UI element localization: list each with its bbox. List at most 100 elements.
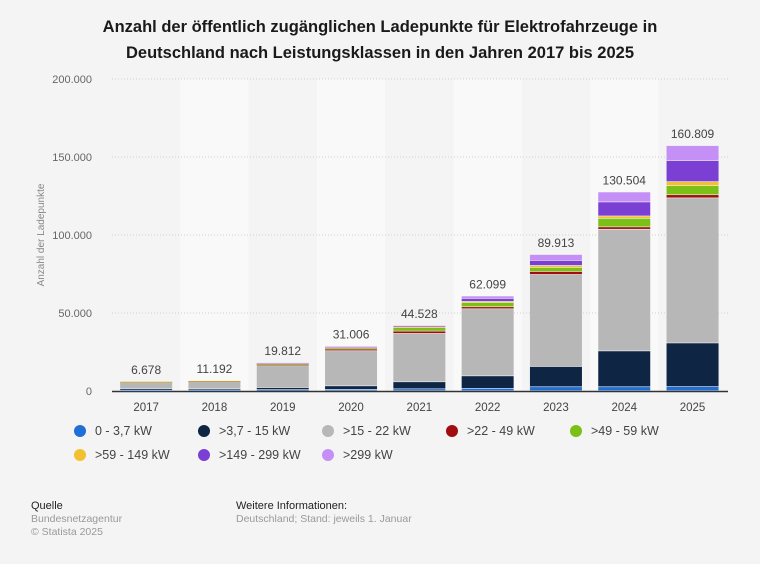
bar-segment	[325, 347, 378, 349]
total-label: 19.812	[264, 344, 301, 358]
bar-segment	[598, 218, 651, 227]
bar-segment	[529, 260, 582, 266]
bar-segment	[325, 389, 378, 391]
bar-segment	[666, 343, 719, 387]
bar-segment	[461, 296, 514, 299]
bar-segment	[393, 325, 446, 327]
bar-segment	[325, 351, 378, 386]
bar-segment	[325, 346, 378, 348]
bar-segment	[598, 202, 651, 216]
legend-item[interactable]: >15 - 22 kW	[322, 424, 411, 438]
bar-segment	[393, 382, 446, 389]
bar-segment	[393, 327, 446, 328]
y-tick-label: 0	[86, 386, 92, 398]
bar-segment	[256, 387, 309, 390]
x-tick-label: 2025	[680, 402, 706, 414]
bar-segment	[120, 381, 173, 383]
source-heading: Quelle	[31, 500, 63, 512]
legend-dot-icon	[446, 425, 458, 437]
total-label: 62.099	[469, 277, 506, 291]
bar-segment	[188, 380, 241, 382]
bar-segment	[393, 326, 446, 327]
legend-dot-icon	[570, 425, 582, 437]
x-tick-label: 2019	[270, 402, 296, 414]
bar-segment	[325, 386, 378, 389]
legend-dot-icon	[198, 449, 210, 461]
labels: 0 50.000 100.000 150.000 200.000 Anzahl der L…	[36, 74, 715, 414]
total-label: 31.006	[333, 328, 370, 342]
legend-item[interactable]: >299 kW	[322, 448, 393, 462]
legend-item[interactable]: >59 - 149 kW	[74, 448, 170, 462]
chart-title-line-1: Anzahl der öffentlich zugänglichen Ladep…	[102, 18, 658, 36]
x-tick-label: 2022	[475, 402, 501, 414]
x-tick-label: 2020	[338, 402, 364, 414]
bar-segment	[666, 386, 719, 391]
legend-label: >149 - 299 kW	[219, 448, 301, 462]
x-tick-label: 2017	[133, 402, 159, 414]
bar-segment	[461, 301, 514, 303]
bar-segment	[598, 229, 651, 351]
bar-segment	[120, 389, 173, 390]
source-block: Quelle Bundesnetzagentur © Statista 2025	[31, 500, 122, 539]
bar-segment	[325, 349, 378, 351]
stacked-bar-chart: 0 50.000 100.000 150.000 200.000 Anzahl der L…	[36, 74, 728, 414]
bar-segment	[188, 381, 241, 389]
source-name[interactable]: Bundesnetzagentur	[31, 513, 123, 525]
bar-segment	[256, 389, 309, 391]
bar-segment	[529, 271, 582, 275]
chart-title-line-2: Deutschland nach Leistungsklassen in den…	[125, 44, 635, 62]
legend-item[interactable]: >22 - 49 kW	[446, 424, 535, 438]
chart-title: Anzahl der öffentlich zugänglichen Ladep…	[0, 14, 760, 66]
bar-segment	[666, 195, 719, 198]
x-tick-label: 2021	[407, 402, 433, 414]
bar-segment	[529, 387, 582, 391]
legend-label: 0 - 3,7 kW	[95, 424, 152, 438]
copyright: © Statista 2025	[31, 526, 103, 538]
bar-segment	[666, 181, 719, 186]
bar-segment	[393, 327, 446, 331]
total-label: 130.504	[603, 173, 647, 187]
legend-dot-icon	[74, 449, 86, 461]
legend-label: >22 - 49 kW	[467, 424, 535, 438]
legend-label: >3,7 - 15 kW	[219, 424, 291, 438]
y-axis-label: Anzahl der Ladepunkte	[36, 183, 47, 286]
bar-segment	[598, 192, 651, 202]
bar-segment	[256, 364, 309, 365]
bar-segment	[256, 366, 309, 388]
legend-item[interactable]: >149 - 299 kW	[198, 448, 301, 462]
total-label: 44.528	[401, 307, 438, 321]
bar-segment	[120, 390, 173, 392]
total-label: 11.192	[197, 362, 233, 376]
bar-segment	[461, 302, 514, 307]
total-label: 89.913	[538, 236, 575, 250]
legend-label: >15 - 22 kW	[343, 424, 411, 438]
y-tick-label: 200.000	[52, 74, 92, 86]
bar-segment	[666, 186, 719, 195]
info-heading: Weitere Informationen:	[236, 500, 348, 512]
info-text: Deutschland; Stand: jeweils 1. Januar	[236, 513, 412, 525]
bars	[120, 145, 719, 392]
bar-segment	[598, 351, 651, 387]
legend-label: >59 - 149 kW	[95, 448, 170, 462]
legend-dot-icon	[198, 425, 210, 437]
bar-segment	[529, 267, 582, 272]
bar-segment	[461, 309, 514, 376]
bar-segment	[529, 366, 582, 387]
total-label: 6.678	[131, 363, 161, 377]
bar-segment	[188, 389, 241, 390]
legend-item[interactable]: >3,7 - 15 kW	[198, 424, 290, 438]
legend-dot-icon	[322, 425, 334, 437]
bar-segment	[666, 198, 719, 343]
bar-segment	[461, 298, 514, 302]
bar-segment	[529, 265, 582, 268]
bar-segment	[461, 376, 514, 389]
x-tick-label: 2023	[543, 402, 569, 414]
bar-segment	[256, 362, 309, 364]
x-tick-label: 2018	[202, 402, 228, 414]
legend-item[interactable]: >49 - 59 kW	[570, 424, 659, 438]
bar-segment	[598, 227, 651, 229]
legend-item[interactable]: 0 - 3,7 kW	[74, 424, 152, 438]
bar-segment	[393, 389, 446, 391]
column-band	[316, 79, 386, 391]
y-tick-label: 100.000	[52, 230, 92, 242]
